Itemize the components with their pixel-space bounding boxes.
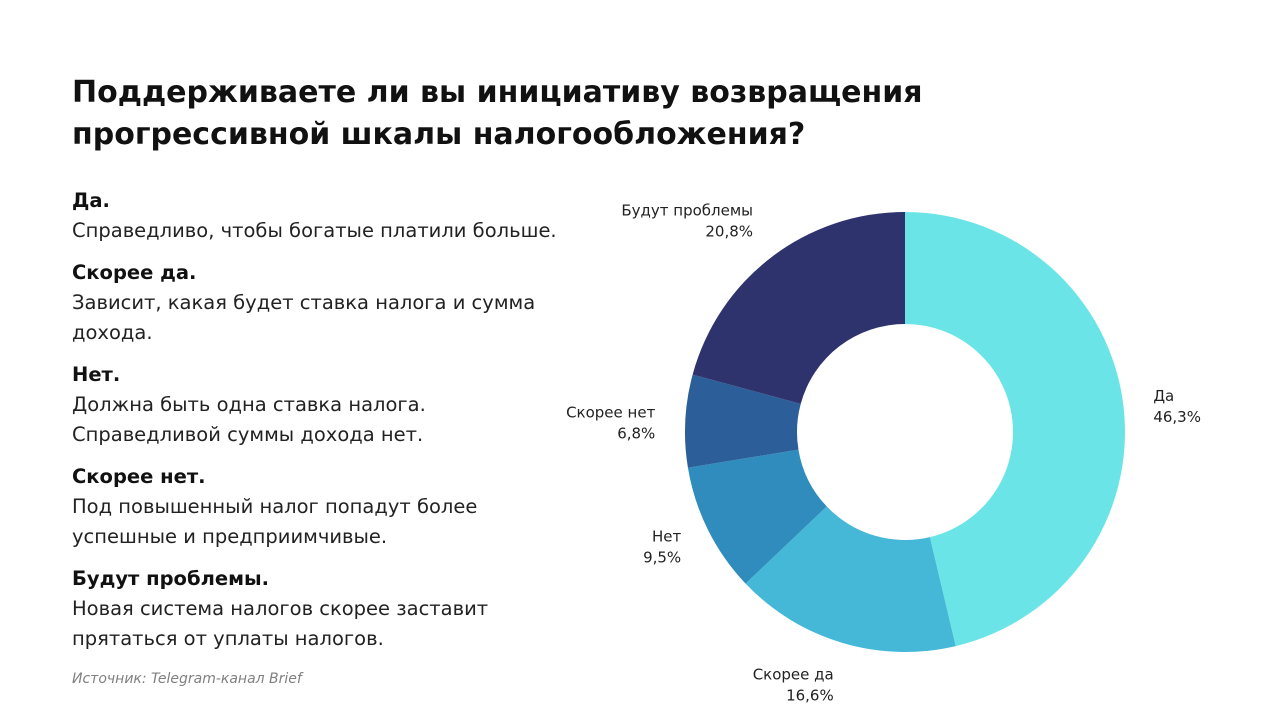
slice-category-label: Скорее нет [566, 403, 655, 421]
donut-slice-1 [905, 212, 1125, 647]
answer-item: Да. Справедливо, чтобы богатые платили б… [72, 186, 572, 246]
answer-item: Скорее нет. Под повышенный налог попадут… [72, 462, 572, 552]
donut-slice-3 [687, 449, 827, 584]
answer-description: Справедливо, чтобы богатые платили больш… [72, 219, 557, 242]
page-title: Поддерживаете ли вы инициативу возвращен… [72, 75, 923, 152]
answer-name: Скорее да. [72, 261, 197, 284]
answer-description: Новая система налогов скорее заставит пр… [72, 597, 489, 650]
answer-description: Должна быть одна ставка налога. Справедл… [72, 393, 426, 446]
answer-name: Скорее нет. [72, 465, 206, 488]
answer-list: Да. Справедливо, чтобы богатые платили б… [72, 186, 572, 666]
answer-item: Скорее да. Зависит, какая будет ставка н… [72, 258, 572, 348]
slice-category-label: Будут проблемы [621, 202, 753, 220]
slice-category-label: Нет [652, 527, 682, 545]
donut-slice-2 [745, 506, 956, 652]
answer-name: Будут проблемы. [72, 567, 270, 590]
slice-category-label: Да [1153, 387, 1174, 405]
answer-item: Будут проблемы. Новая система налогов ск… [72, 564, 572, 654]
slice-category-label: Скорее да [753, 666, 834, 684]
slice-value-label: 20,8% [705, 223, 753, 241]
answer-item: Нет. Должна быть одна ставка налога. Спр… [72, 360, 572, 450]
answer-name: Нет. [72, 363, 121, 386]
donut-slice-5 [692, 212, 905, 404]
answer-description: Под повышенный налог попадут более успеш… [72, 495, 478, 548]
donut-chart: Да 46,3% Скорее да 16,6% Нет 9,5% Скорее нет 6,… [566, 202, 1201, 705]
answer-name: Да. [72, 189, 110, 212]
slice-value-label: 46,3% [1153, 408, 1201, 426]
slice-value-label: 16,6% [786, 687, 834, 705]
slice-value-label: 6,8% [617, 424, 655, 442]
source-note: Источник: Telegram-канал Brief [72, 671, 302, 687]
slice-value-label: 9,5% [643, 548, 681, 566]
donut-slice-4 [685, 374, 801, 468]
answer-description: Зависит, какая будет ставка налога и сум… [72, 291, 536, 344]
